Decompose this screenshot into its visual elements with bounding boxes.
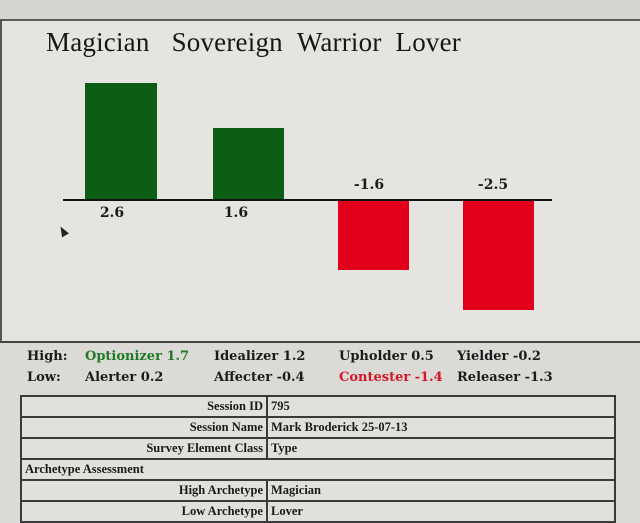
section-heading: Archetype Assessment: [20, 458, 616, 481]
table-row: Survey Element Class Type: [20, 437, 616, 460]
zero-axis-line: [63, 199, 552, 201]
legend-high-1: Optionizer 1.7: [85, 349, 190, 364]
session-info-table: Session ID 795 Session Name Mark Broderi…: [20, 395, 616, 523]
legend-high-3: Upholder 0.5: [339, 349, 434, 364]
bar-warrior: [338, 200, 409, 270]
table-row: High Archetype Magician: [20, 479, 616, 502]
legend-high-label: High:: [27, 349, 68, 364]
bar-lover: [463, 200, 534, 310]
value-label-magician: 2.6: [99, 205, 125, 221]
legend-low-3: Contester -1.4: [339, 370, 443, 385]
row-key: Low Archetype: [20, 500, 268, 523]
row-key: High Archetype: [20, 479, 268, 502]
title-lover: Lover: [395, 27, 461, 57]
bar-magician: [85, 83, 157, 200]
legend-high-4: Yielder -0.2: [457, 349, 541, 364]
value-label-sovereign: 1.6: [223, 205, 249, 221]
row-value: Mark Broderick 25-07-13: [266, 416, 616, 439]
row-key: Session ID: [20, 395, 268, 418]
top-strip: [0, 0, 640, 20]
row-value: 795: [266, 395, 616, 418]
title-magician: Magician: [46, 27, 150, 57]
row-value: Type: [266, 437, 616, 460]
row-value: Magician: [266, 479, 616, 502]
bar-sovereign: [213, 128, 284, 200]
legend-low-4: Releaser -1.3: [457, 370, 553, 385]
title-warrior: Warrior: [296, 27, 382, 57]
chart-title: Magician Sovereign Warrior Lover: [46, 27, 475, 58]
value-label-warrior: -1.6: [353, 177, 385, 193]
table-row: Session ID 795: [20, 395, 616, 418]
row-value: Lover: [266, 500, 616, 523]
value-label-lover: -2.5: [477, 177, 509, 193]
legend-low-2: Affecter -0.4: [214, 370, 305, 385]
legend-low-1: Alerter 0.2: [85, 370, 164, 385]
row-key: Session Name: [20, 416, 268, 439]
title-sovereign: Sovereign: [171, 27, 283, 57]
table-section-row: Archetype Assessment: [20, 458, 616, 481]
row-key: Survey Element Class: [20, 437, 268, 460]
legend-high-2: Idealizer 1.2: [214, 349, 306, 364]
table-row: Low Archetype Lover: [20, 500, 616, 523]
table-row: Session Name Mark Broderick 25-07-13: [20, 416, 616, 439]
legend-low-label: Low:: [27, 370, 61, 385]
